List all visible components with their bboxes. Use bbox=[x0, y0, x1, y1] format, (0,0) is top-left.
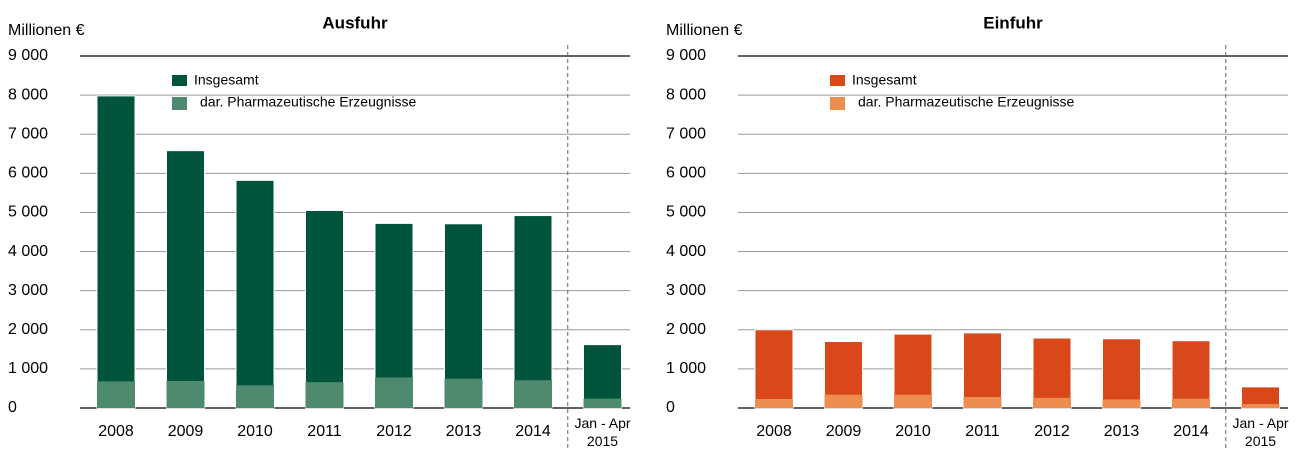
y-tick-label: 5 000 bbox=[666, 204, 706, 221]
y-tick-label: 6 000 bbox=[8, 165, 48, 182]
bar bbox=[513, 215, 553, 409]
y-tick-label: 8 000 bbox=[8, 86, 48, 103]
bar bbox=[514, 380, 552, 408]
bar bbox=[444, 378, 483, 408]
x-tick-label: Jan - Apr 2015 bbox=[1232, 415, 1288, 449]
bar bbox=[236, 385, 274, 408]
bar bbox=[375, 377, 413, 408]
legend-label: Insgesamt bbox=[194, 72, 259, 88]
x-tick-label: 2012 bbox=[376, 423, 412, 440]
y-tick-label: 7 000 bbox=[666, 125, 706, 142]
x-tick-label: 2008 bbox=[756, 423, 792, 440]
x-tick-label: 2009 bbox=[168, 423, 204, 440]
y-tick-label: 7 000 bbox=[8, 125, 48, 142]
y-tick-label: 6 000 bbox=[666, 165, 706, 182]
bar bbox=[1102, 399, 1141, 408]
bar bbox=[305, 382, 344, 408]
bar bbox=[963, 397, 1002, 408]
bar bbox=[755, 399, 793, 408]
x-tick-label: 2014 bbox=[1173, 423, 1209, 440]
bar bbox=[583, 398, 622, 408]
bar bbox=[166, 150, 205, 409]
bar bbox=[754, 329, 794, 409]
y-axis-label: Millionen € bbox=[666, 22, 743, 39]
x-tick-label: 2009 bbox=[826, 423, 862, 440]
legend-swatch bbox=[172, 97, 187, 110]
legend-swatch bbox=[172, 75, 187, 86]
bar bbox=[305, 209, 344, 409]
y-tick-label: 9 000 bbox=[8, 47, 48, 64]
x-tick-label: 2010 bbox=[895, 423, 931, 440]
y-tick-label: 1 000 bbox=[666, 360, 706, 377]
bar bbox=[374, 222, 414, 409]
chart-title: Einfuhr bbox=[983, 13, 1043, 32]
legend-swatch bbox=[830, 75, 845, 86]
legend-label: Insgesamt bbox=[852, 72, 917, 88]
y-tick-label: 1 000 bbox=[8, 360, 48, 377]
y-tick-label: 0 bbox=[8, 399, 17, 416]
x-tick-label: 2013 bbox=[1104, 423, 1140, 440]
y-tick-label: 0 bbox=[666, 399, 675, 416]
bar bbox=[1102, 338, 1141, 409]
x-tick-label: 2010 bbox=[237, 423, 273, 440]
legend-swatch bbox=[830, 97, 845, 110]
bar bbox=[235, 179, 275, 409]
bar bbox=[963, 332, 1002, 409]
y-tick-label: 3 000 bbox=[666, 282, 706, 299]
x-tick-label: 2012 bbox=[1034, 423, 1070, 440]
x-tick-label: 2014 bbox=[515, 423, 551, 440]
legend-label: dar. Pharmazeutische Erzeugnisse bbox=[200, 94, 417, 110]
bar bbox=[824, 394, 863, 408]
x-tick-label: 2008 bbox=[98, 423, 134, 440]
y-tick-label: 2 000 bbox=[8, 321, 48, 338]
bar bbox=[1032, 337, 1072, 409]
y-axis-label: Millionen € bbox=[8, 22, 85, 39]
y-tick-label: 2 000 bbox=[666, 321, 706, 338]
x-tick-label: 2011 bbox=[307, 423, 342, 440]
y-tick-label: 5 000 bbox=[8, 204, 48, 221]
bar bbox=[444, 223, 483, 409]
y-tick-label: 9 000 bbox=[666, 47, 706, 64]
bar bbox=[97, 381, 135, 408]
chart-title: Ausfuhr bbox=[322, 13, 388, 32]
y-tick-label: 4 000 bbox=[666, 243, 706, 260]
legend-label: dar. Pharmazeutische Erzeugnisse bbox=[858, 94, 1075, 110]
bar bbox=[96, 95, 136, 409]
bar bbox=[1241, 404, 1280, 408]
bar bbox=[1171, 340, 1211, 409]
x-tick-label: 2011 bbox=[965, 423, 1000, 440]
y-tick-label: 3 000 bbox=[8, 282, 48, 299]
y-tick-label: 4 000 bbox=[8, 243, 48, 260]
bar bbox=[1172, 398, 1210, 408]
bar bbox=[1033, 397, 1071, 408]
bar bbox=[166, 381, 205, 408]
y-tick-label: 8 000 bbox=[666, 86, 706, 103]
bar bbox=[894, 394, 932, 408]
x-tick-label: Jan - Apr 2015 bbox=[574, 415, 630, 449]
bar bbox=[583, 344, 622, 409]
x-tick-label: 2013 bbox=[446, 423, 482, 440]
